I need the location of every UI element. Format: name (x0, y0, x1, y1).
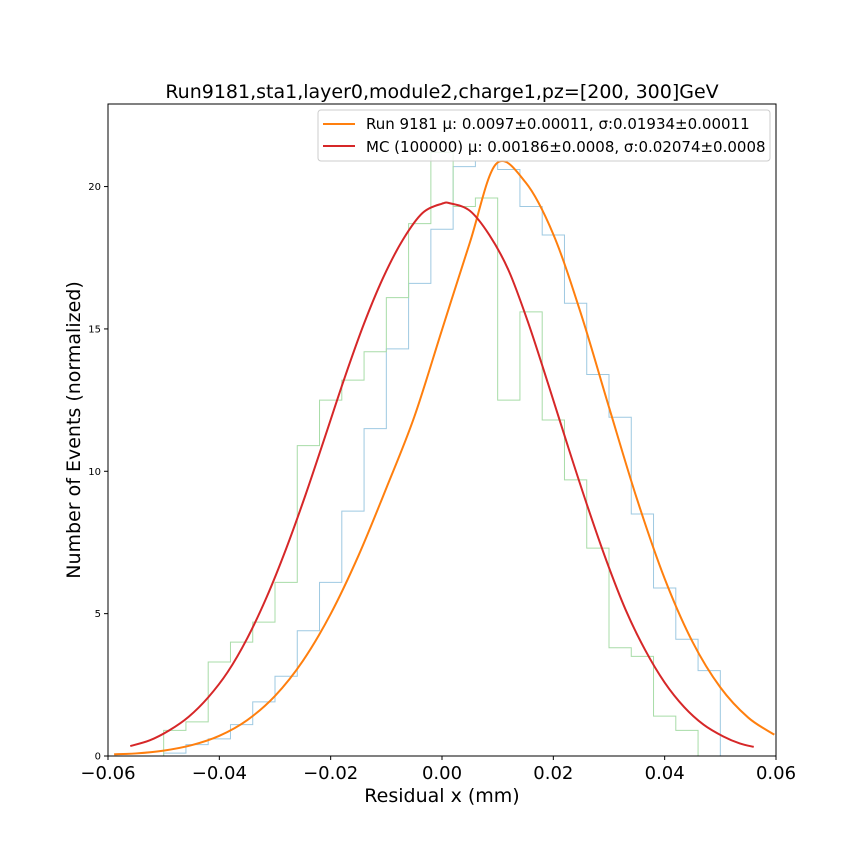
x-tick-label: −0.04 (192, 763, 247, 784)
x-tick-label: −0.02 (303, 763, 358, 784)
legend-label-mc: MC (100000) μ: 0.00186±0.0008, σ:0.02074… (366, 138, 766, 156)
series-line-2 (129, 201, 754, 748)
y-tick-label: 0 (95, 752, 101, 763)
x-axis-label: Residual x (mm) (364, 785, 519, 807)
x-tick-label: 0.04 (645, 763, 685, 784)
legend: Run 9181 μ: 0.0097±0.00011, σ:0.01934±0.… (317, 109, 771, 162)
legend-box (317, 109, 771, 162)
y-axis-label: Number of Events (normalized) (63, 281, 85, 579)
y-tick-label: 15 (88, 324, 101, 335)
chart-title: Run9181,sta1,layer0,module2,charge1,pz=[… (165, 81, 718, 103)
y-tick-label: 5 (95, 609, 101, 620)
x-tick-label: −0.06 (80, 763, 135, 784)
x-tick-label: 0.02 (533, 763, 573, 784)
x-axis: −0.06 −0.04 −0.02 0.00 0.02 0.04 0.06 (80, 756, 796, 784)
y-tick-label: 20 (88, 182, 101, 193)
x-tick-label: 0.00 (422, 763, 462, 784)
curve-layer (114, 160, 775, 756)
histogram-1 (163, 160, 721, 756)
x-tick-label: 0.06 (756, 763, 796, 784)
legend-label-run: Run 9181 μ: 0.0097±0.00011, σ:0.01934±0.… (366, 115, 750, 133)
series-line-1 (114, 160, 775, 756)
y-axis: 0 5 10 15 20 (88, 182, 108, 763)
y-tick-label: 10 (88, 467, 101, 478)
